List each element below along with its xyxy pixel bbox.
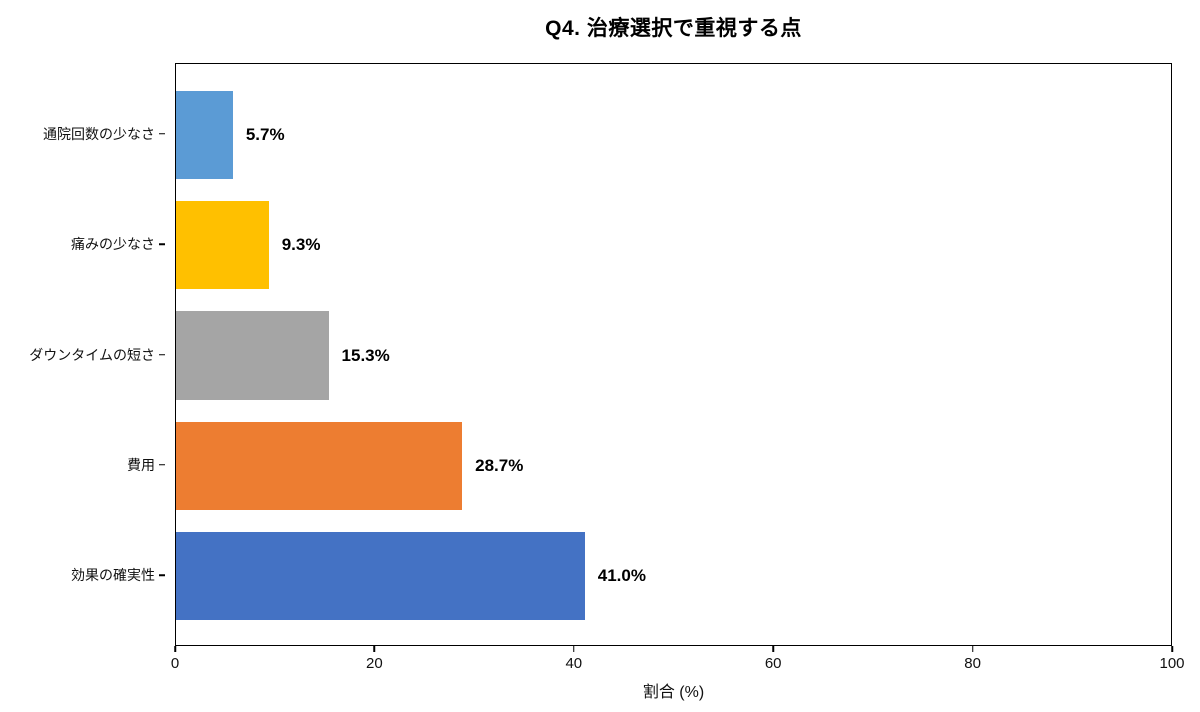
y-tick-mark bbox=[159, 243, 165, 245]
y-tick-label: 通院回数の少なさ bbox=[43, 125, 155, 142]
x-tick-mark bbox=[174, 646, 176, 652]
plot-area: 5.7% 9.3% 15.3% 28.7% 41.0% bbox=[175, 63, 1172, 646]
x-axis: 0 20 40 60 80 100 bbox=[171, 646, 1185, 686]
x-tick-label: 0 bbox=[170, 655, 180, 672]
x-tick-label: 40 bbox=[565, 655, 583, 672]
bar bbox=[176, 532, 585, 621]
bar-value-label: 9.3% bbox=[281, 235, 321, 255]
y-axis-labels: 通院回数の少なさ痛みの少なさダウンタイムの短さ費用効果の確実性 bbox=[0, 63, 165, 646]
x-tick-label: 20 bbox=[366, 655, 383, 672]
x-tick-label: 80 bbox=[964, 655, 981, 672]
bar bbox=[176, 200, 269, 290]
x-tick-mark bbox=[573, 646, 575, 652]
y-tick-label: 費用 bbox=[127, 456, 155, 473]
bar-value-label: 41.0% bbox=[597, 566, 646, 586]
bar bbox=[176, 311, 329, 400]
x-tick-mark bbox=[772, 646, 774, 652]
x-axis-title: 割合 (%) bbox=[642, 684, 705, 701]
x-tick-label: 60 bbox=[764, 655, 782, 672]
y-tick-label: ダウンタイムの短さ bbox=[29, 346, 155, 363]
bar-value-label: 5.7% bbox=[245, 124, 285, 144]
chart-title: Q4. 治療選択で重視する点 bbox=[545, 17, 802, 40]
bar bbox=[176, 90, 233, 179]
y-tick-mark bbox=[159, 353, 165, 356]
y-tick-label: 効果の確実性 bbox=[71, 567, 155, 584]
bar bbox=[176, 421, 463, 511]
bar-value-label: 28.7% bbox=[475, 455, 524, 475]
y-tick-mark bbox=[159, 132, 165, 135]
x-tick-mark bbox=[971, 646, 974, 652]
bar-value-label: 15.3% bbox=[341, 345, 390, 365]
x-tick-mark bbox=[1171, 646, 1173, 652]
y-tick-label: 痛みの少なさ bbox=[71, 236, 155, 253]
x-tick-label: 100 bbox=[1159, 655, 1185, 672]
y-tick-mark bbox=[159, 574, 165, 577]
y-tick-mark bbox=[159, 464, 165, 466]
x-tick-mark bbox=[373, 646, 376, 652]
